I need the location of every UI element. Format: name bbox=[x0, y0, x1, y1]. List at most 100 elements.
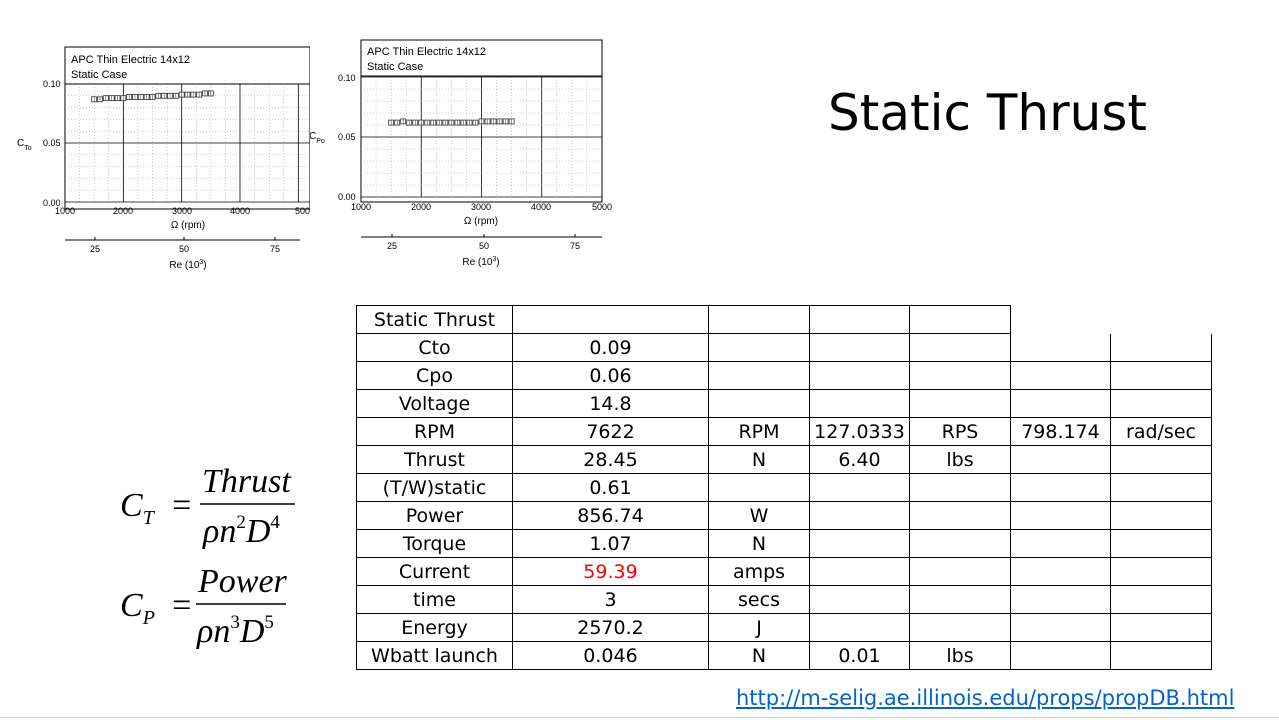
ct-lhs: CT bbox=[120, 487, 156, 529]
table-cell bbox=[909, 613, 1011, 642]
plot-title-line1: APC Thin Electric 14x12 bbox=[71, 54, 190, 66]
table-cell: secs bbox=[708, 585, 810, 614]
y-tick-0.10: 0.10 bbox=[43, 79, 61, 89]
table-row: Current 59.39 amps bbox=[356, 557, 1212, 586]
plot-marks bbox=[91, 90, 214, 103]
plot-marks bbox=[388, 118, 515, 126]
table-cell bbox=[1010, 557, 1111, 586]
table-cell: W bbox=[708, 501, 810, 530]
plot-title-line1: APC Thin Electric 14x12 bbox=[367, 46, 486, 58]
cp-plot-svg: APC Thin Electric 14x12 Static Case 0.10… bbox=[309, 39, 612, 268]
table-cell: 59.39 bbox=[512, 557, 709, 586]
table-row: Wbatt launch 0.046 N 0.01 lbs bbox=[356, 641, 1212, 670]
propdb-link[interactable]: http://m-selig.ae.illinois.edu/props/pro… bbox=[736, 686, 1235, 710]
table-cell: 0.046 bbox=[512, 641, 709, 670]
cp-lhs: CP bbox=[120, 587, 155, 629]
cp-denominator: ρn3D5 bbox=[196, 612, 274, 649]
re-tick: 50 bbox=[479, 241, 489, 251]
table-cell bbox=[909, 529, 1011, 558]
x-tick: 3000 bbox=[172, 206, 192, 216]
table-cell: RPS bbox=[909, 417, 1011, 446]
table-cell bbox=[1110, 585, 1212, 614]
table-cell: 0.01 bbox=[809, 641, 910, 670]
table-cell: 1.07 bbox=[512, 529, 709, 558]
table-cell: Voltage bbox=[356, 389, 513, 418]
table-cell bbox=[909, 557, 1011, 586]
table-cell: rad/sec bbox=[1110, 417, 1212, 446]
cp-formula: CP = Power ρn3D5 bbox=[120, 563, 320, 654]
table-cell: 127.0333 bbox=[809, 417, 910, 446]
table-row: RPM 7622 RPM 127.0333 RPS 798.174 rad/sec bbox=[356, 417, 1212, 446]
x-axis-label: Ω (rpm) bbox=[171, 220, 205, 231]
table-cell bbox=[1010, 361, 1111, 390]
table-cell bbox=[809, 473, 910, 502]
table-cell bbox=[809, 613, 910, 642]
table-cell: lbs bbox=[909, 641, 1011, 670]
plot-frame bbox=[64, 46, 310, 210]
table-cell: N bbox=[708, 529, 810, 558]
table-cell: Power bbox=[356, 501, 513, 530]
y-tick-0.05: 0.05 bbox=[338, 132, 356, 142]
table-row: Cpo 0.06 bbox=[356, 361, 1212, 390]
table-row: Torque 1.07 N bbox=[356, 529, 1212, 558]
plot-title-line2: Static Case bbox=[71, 69, 127, 81]
table-cell: 0.09 bbox=[512, 333, 709, 362]
cp-numerator: Power bbox=[197, 564, 288, 600]
table-cell: RPM bbox=[356, 417, 513, 446]
table-cell bbox=[909, 501, 1011, 530]
static-thrust-table: Static Thrust Cto 0.09 Cpo 0.06 Voltage 14.8 RP… bbox=[356, 305, 1212, 670]
table-cell: (T/W)static bbox=[356, 473, 513, 502]
table-cell bbox=[1110, 333, 1212, 362]
x-tick: 3000 bbox=[471, 202, 491, 212]
table-cell bbox=[1110, 389, 1212, 418]
re-tick: 50 bbox=[179, 244, 189, 254]
ct-plot: APC Thin Electric 14x12 Static Case 0.10… bbox=[10, 40, 310, 275]
re-tick: 25 bbox=[90, 244, 100, 254]
table-cell bbox=[909, 389, 1011, 418]
table-cell bbox=[1010, 641, 1111, 670]
y-tick-0.05: 0.05 bbox=[43, 138, 61, 148]
x-tick: 500 bbox=[295, 206, 310, 216]
table-cell: Energy bbox=[356, 613, 513, 642]
table-cell: J bbox=[708, 613, 810, 642]
table-cell bbox=[1110, 445, 1212, 474]
ct-numerator: Thrust bbox=[202, 464, 292, 500]
table-cell: RPM bbox=[708, 417, 810, 446]
x-tick: 2000 bbox=[113, 206, 133, 216]
y-tick-0.00: 0.00 bbox=[43, 198, 61, 208]
table-row: Thrust 28.45 N 6.40 lbs bbox=[356, 445, 1212, 474]
table-cell bbox=[1110, 361, 1212, 390]
table-cell bbox=[1110, 613, 1212, 642]
table-cell: Thrust bbox=[356, 445, 513, 474]
table-cell bbox=[809, 529, 910, 558]
table-cell bbox=[909, 305, 1011, 334]
table-cell: 0.06 bbox=[512, 361, 709, 390]
table-cell bbox=[708, 389, 810, 418]
table-cell: 798.174 bbox=[1010, 417, 1111, 446]
table-row: Voltage 14.8 bbox=[356, 389, 1212, 418]
table-cell bbox=[1010, 445, 1111, 474]
table-cell: 6.40 bbox=[809, 445, 910, 474]
y-tick-0.10: 0.10 bbox=[338, 73, 356, 83]
table-cell bbox=[1010, 613, 1111, 642]
table-body: Static Thrust Cto 0.09 Cpo 0.06 Voltage 14.8 RP… bbox=[356, 305, 1212, 670]
table-cell bbox=[809, 389, 910, 418]
table-cell bbox=[708, 305, 810, 334]
table-cell bbox=[909, 361, 1011, 390]
plot-grid bbox=[64, 83, 310, 203]
table-cell: N bbox=[708, 445, 810, 474]
table-cell bbox=[909, 333, 1011, 362]
x-tick: 2000 bbox=[411, 202, 431, 212]
x-tick: 1000 bbox=[55, 206, 75, 216]
table-cell bbox=[1110, 501, 1212, 530]
ct-plot-svg: APC Thin Electric 14x12 Static Case 0.10… bbox=[17, 46, 310, 271]
table-cell: 856.74 bbox=[512, 501, 709, 530]
x-tick: 4000 bbox=[531, 202, 551, 212]
table-cell: 28.45 bbox=[512, 445, 709, 474]
table-cell: Wbatt launch bbox=[356, 641, 513, 670]
table-cell: 0.61 bbox=[512, 473, 709, 502]
re-tick: 75 bbox=[270, 244, 280, 254]
y-axis-label: CTo bbox=[17, 138, 32, 152]
table-cell bbox=[809, 585, 910, 614]
table-cell bbox=[809, 361, 910, 390]
